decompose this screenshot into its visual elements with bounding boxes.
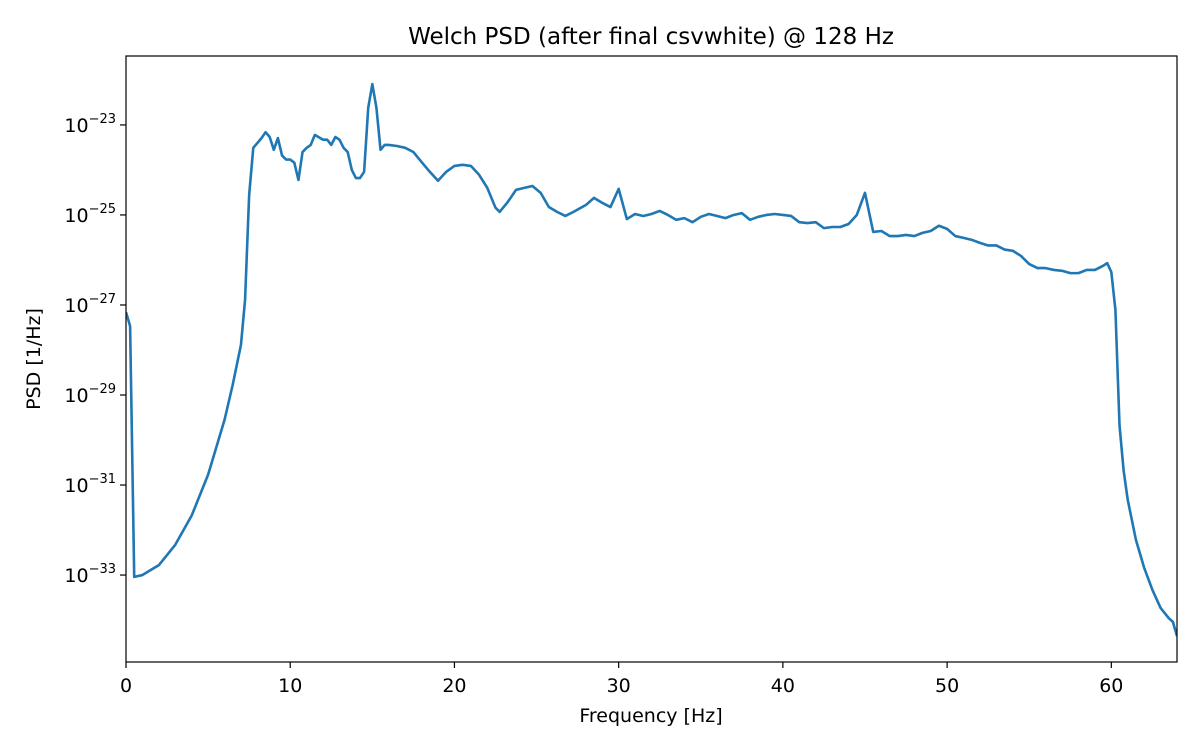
- tick-base: 10: [64, 475, 88, 497]
- tick-exponent: −27: [89, 292, 116, 307]
- x-tick-label: 40: [771, 675, 795, 697]
- tick-base: 10: [64, 205, 88, 227]
- tick-base: 10: [64, 385, 88, 407]
- y-tick-label: 10−33: [64, 562, 116, 587]
- psd-line: [126, 82, 1177, 637]
- x-tick-label: 20: [442, 675, 466, 697]
- x-axis-label: Frequency [Hz]: [579, 705, 722, 727]
- tick-exponent: −23: [89, 112, 116, 127]
- x-tick-label: 30: [607, 675, 631, 697]
- chart-title: Welch PSD (after final csvwhite) @ 128 H…: [408, 24, 894, 50]
- tick-base: 10: [64, 565, 88, 587]
- y-tick-label: 10−31: [64, 472, 116, 497]
- y-tick-label: 10−23: [64, 112, 116, 137]
- tick-base: 10: [64, 295, 88, 317]
- tick-exponent: −29: [89, 382, 116, 397]
- x-tick-label: 50: [935, 675, 959, 697]
- y-tick-label: 10−29: [64, 382, 116, 407]
- tick-base: 10: [64, 115, 88, 137]
- tick-exponent: −31: [89, 472, 116, 487]
- tick-exponent: −25: [89, 202, 116, 217]
- tick-exponent: −33: [89, 562, 116, 577]
- axes-frame: [125, 55, 1178, 663]
- plot-area: [126, 82, 1177, 637]
- y-axis-label: PSD [1/Hz]: [23, 308, 45, 410]
- y-tick-label: 10−25: [64, 202, 116, 227]
- x-tick-label: 0: [120, 675, 132, 697]
- y-tick-label: 10−27: [64, 292, 116, 317]
- x-tick-label: 10: [278, 675, 302, 697]
- x-tick-label: 60: [1099, 675, 1123, 697]
